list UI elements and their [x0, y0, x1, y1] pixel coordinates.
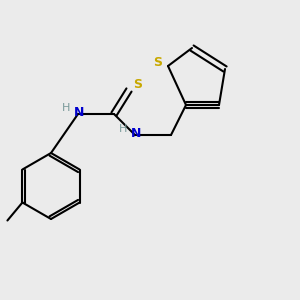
- Text: S: S: [153, 56, 162, 70]
- Text: N: N: [74, 106, 85, 119]
- Text: S: S: [134, 77, 142, 91]
- Text: H: H: [119, 124, 127, 134]
- Text: N: N: [131, 127, 142, 140]
- Text: H: H: [62, 103, 70, 113]
